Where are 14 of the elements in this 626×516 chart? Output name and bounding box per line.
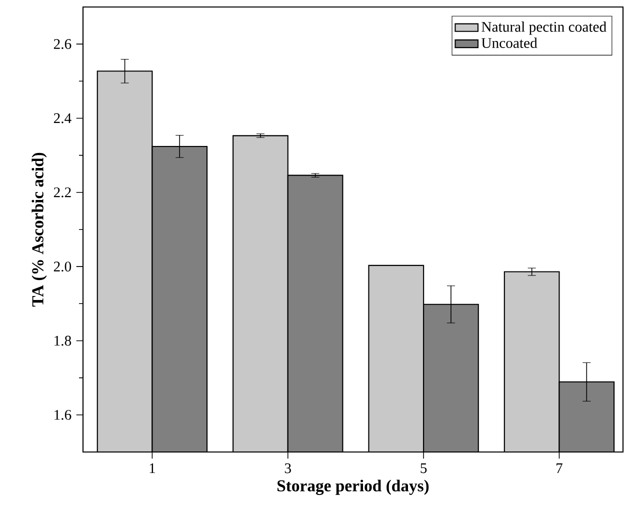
y-tick-label: 2.4 — [54, 113, 72, 124]
x-tick-label: 1 — [150, 463, 155, 474]
y-axis-title: TA (% Ascorbic acid) — [32, 152, 47, 307]
legend-label: Natural pectin coated — [482, 22, 606, 35]
y-tick-label: 2.2 — [54, 187, 71, 198]
y-tick-label: 1.6 — [54, 410, 72, 420]
x-tick-label: 7 — [556, 463, 562, 473]
x-tick-label: 3 — [284, 463, 291, 474]
y-tick-label: 2.0 — [54, 262, 72, 272]
y-tick-label: 2.6 — [54, 39, 72, 50]
x-axis-title: Storage period (days) — [278, 480, 429, 495]
y-tick-label: 1.8 — [54, 336, 72, 346]
legend-label: Uncoated — [481, 38, 538, 48]
x-tick-label: 5 — [420, 463, 427, 474]
